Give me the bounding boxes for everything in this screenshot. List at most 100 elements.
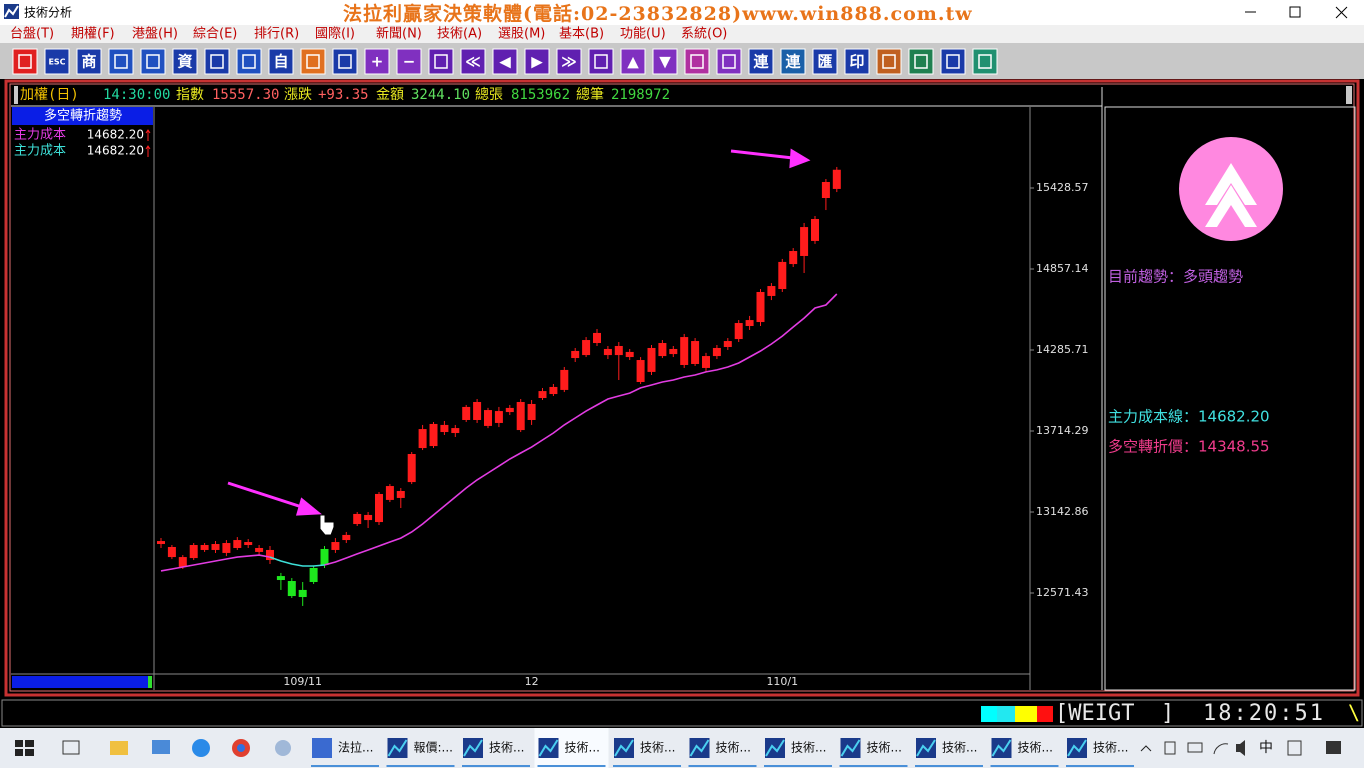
task-label[interactable]: 技術...: [1093, 741, 1128, 755]
tray-icon[interactable]: [1213, 743, 1229, 755]
toolbar-button[interactable]: [172, 48, 198, 75]
toolbar-button[interactable]: [236, 48, 262, 75]
task-underline[interactable]: [990, 765, 1059, 767]
toolbar-button[interactable]: [428, 48, 454, 75]
notification-icon[interactable]: [1326, 741, 1341, 754]
toolbar-button[interactable]: [12, 48, 38, 75]
toolbar-button[interactable]: [940, 48, 966, 75]
task-label[interactable]: 技術...: [565, 741, 600, 755]
toolbar-glyph[interactable]: [690, 54, 704, 69]
toolbar-label[interactable]: ≪: [465, 53, 481, 71]
toolbar-glyph[interactable]: [242, 54, 256, 69]
tray-expand[interactable]: [1140, 745, 1152, 752]
restore-button[interactable]: [1289, 6, 1301, 18]
task-icon-glyph[interactable]: [991, 739, 1012, 757]
menu-item[interactable]: 期權(F): [71, 27, 115, 42]
toolbar-label[interactable]: ESC: [48, 58, 65, 67]
toolbar-label[interactable]: 匯: [817, 53, 832, 71]
toolbar-label[interactable]: ≫: [561, 53, 577, 71]
scroll-thumb[interactable]: [148, 676, 152, 688]
task-label[interactable]: 技術...: [1018, 741, 1053, 755]
toolbar-button[interactable]: [204, 48, 230, 75]
toolbar-button[interactable]: [908, 48, 934, 75]
task-underline[interactable]: [462, 765, 530, 767]
task-label[interactable]: 技術...: [867, 741, 902, 755]
task-icon[interactable]: [312, 738, 332, 758]
task-underline[interactable]: [311, 765, 379, 767]
task-label[interactable]: 技術...: [791, 741, 826, 755]
task-label[interactable]: 技術...: [640, 741, 675, 755]
toolbar-glyph[interactable]: [146, 54, 160, 69]
ime-indicator[interactable]: 中: [1259, 740, 1273, 756]
toolbar-glyph[interactable]: [306, 54, 320, 69]
toolbar-label[interactable]: 資: [177, 53, 192, 71]
toolbar-button[interactable]: [524, 48, 550, 75]
toolbar-glyph[interactable]: [882, 54, 896, 69]
task-icon-glyph[interactable]: [689, 739, 710, 757]
task-label[interactable]: 報價:...: [414, 741, 454, 755]
toolbar-button[interactable]: [492, 48, 518, 75]
tray-icon[interactable]: [1187, 742, 1203, 753]
toolbar-button[interactable]: [556, 48, 582, 75]
toolbar-button[interactable]: [588, 48, 614, 75]
menu-item[interactable]: 港盤(H): [132, 27, 178, 42]
toolbar-button[interactable]: [652, 48, 678, 75]
toolbar-button[interactable]: [748, 48, 774, 75]
menu-item[interactable]: 國際(I): [315, 27, 355, 42]
toolbar-label[interactable]: 印: [849, 53, 864, 71]
toolbar-glyph[interactable]: [114, 54, 128, 69]
toolbar-button[interactable]: [972, 48, 998, 75]
menu-item[interactable]: 功能(U): [620, 27, 666, 42]
task-underline[interactable]: [764, 765, 832, 767]
toolbar-glyph[interactable]: [946, 54, 960, 69]
toolbar-label[interactable]: ▼: [659, 53, 671, 71]
task-icon-glyph[interactable]: [463, 739, 483, 757]
toolbar-label[interactable]: 連: [785, 53, 801, 71]
task-icon-glyph[interactable]: [538, 739, 559, 757]
toolbar-glyph[interactable]: [978, 54, 992, 69]
menu-item[interactable]: 排行(R): [254, 27, 299, 42]
toolbar-glyph[interactable]: [210, 54, 224, 69]
toolbar-button[interactable]: [844, 48, 870, 75]
task-view[interactable]: [62, 740, 80, 755]
toolbar-label[interactable]: 自: [273, 53, 288, 71]
toolbar-label[interactable]: ▲: [627, 53, 639, 71]
task-icon-glyph[interactable]: [614, 739, 634, 757]
toolbar-button[interactable]: [332, 48, 358, 75]
task-underline[interactable]: [915, 765, 983, 767]
task-label[interactable]: 法拉...: [338, 740, 373, 755]
app-icon[interactable]: [275, 740, 291, 756]
task-icon-glyph[interactable]: [1067, 739, 1087, 757]
toolbar-button[interactable]: [140, 48, 166, 75]
toolbar-button[interactable]: [364, 48, 390, 75]
menu-item[interactable]: 技術(A): [437, 27, 482, 42]
task-underline[interactable]: [537, 765, 606, 767]
task-underline[interactable]: [613, 765, 681, 767]
toolbar-button[interactable]: [396, 48, 422, 75]
toolbar-glyph[interactable]: [722, 54, 736, 69]
toolbar-label[interactable]: −: [403, 53, 416, 71]
menu-item[interactable]: 台盤(T): [10, 27, 54, 42]
scroll-bar[interactable]: [12, 676, 150, 688]
task-underline[interactable]: [1066, 765, 1134, 767]
toolbar-label[interactable]: 商: [81, 53, 96, 71]
toolbar-button[interactable]: [716, 48, 742, 75]
menu-item[interactable]: 綜合(E): [193, 27, 237, 42]
toolbar-button[interactable]: [780, 48, 806, 75]
toolbar-label[interactable]: 連: [753, 53, 769, 71]
toolbar-button[interactable]: [300, 48, 326, 75]
task-icon-glyph[interactable]: [765, 739, 785, 757]
toolbar-label[interactable]: ◀: [499, 53, 511, 71]
app-icon[interactable]: [152, 740, 170, 754]
tray-icon[interactable]: [1164, 741, 1176, 755]
toolbar-label[interactable]: ▶: [531, 53, 543, 71]
toolbar-glyph[interactable]: [338, 54, 352, 69]
menu-item[interactable]: 選股(M): [498, 27, 545, 42]
toolbar-glyph[interactable]: [18, 54, 32, 69]
toolbar-glyph[interactable]: [434, 54, 448, 69]
toolbar-button[interactable]: [268, 48, 294, 75]
task-label[interactable]: 技術...: [489, 741, 524, 755]
task-label[interactable]: 技術...: [942, 741, 977, 755]
task-underline[interactable]: [386, 765, 455, 767]
menu-item[interactable]: 新聞(N): [376, 26, 422, 42]
